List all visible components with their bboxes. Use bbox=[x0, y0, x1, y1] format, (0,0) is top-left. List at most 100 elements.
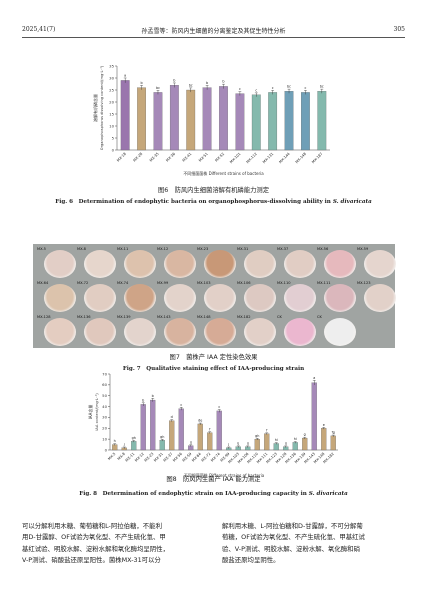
significance-letter: gh bbox=[255, 434, 259, 438]
significance-letter: bc bbox=[156, 86, 160, 90]
body-line: 基红试验、明胶水解、淀粉水解和氧化酶均呈阴性， bbox=[22, 544, 169, 553]
dish-label: MX-103 bbox=[197, 281, 211, 285]
x-tick-label: MX-72 bbox=[201, 452, 212, 463]
x-tick-label: MX-99 bbox=[220, 451, 231, 462]
petri-dish: MX-111 bbox=[315, 280, 366, 313]
dish-culture bbox=[324, 250, 356, 278]
body-line: 可以分解利用木糖、葡萄糖和L-阿拉伯糖，不能利 bbox=[22, 522, 162, 530]
petri-dish: MX-8 bbox=[75, 246, 126, 279]
dish-culture bbox=[124, 284, 156, 312]
y-tick-label: 70 bbox=[102, 371, 107, 376]
dish-culture bbox=[44, 284, 76, 312]
petri-dish: CK bbox=[315, 314, 366, 347]
body-line: 验、V-P测试、明胶水解、淀粉水解、氧化酶和硝 bbox=[222, 544, 360, 553]
dish-label: MX-64 bbox=[37, 281, 49, 285]
petri-dish: MX-5 bbox=[35, 246, 86, 279]
dish-culture bbox=[204, 318, 236, 346]
dish-culture bbox=[44, 318, 76, 346]
running-title: 孙孟雪等：防风内生细菌的分离鉴定及其促生特性分析 bbox=[141, 28, 286, 35]
y-tick-label: 5 bbox=[112, 135, 115, 140]
bar bbox=[169, 85, 179, 151]
dish-culture bbox=[244, 250, 276, 278]
y-tick-label: 25 bbox=[109, 87, 114, 92]
y-axis-title: 溶解有机磷含量 bbox=[92, 94, 98, 122]
x-tick-label: MX-35 bbox=[149, 152, 160, 163]
dish-label: MX-72 bbox=[77, 281, 89, 285]
significance-letter: f bbox=[266, 428, 268, 432]
bar bbox=[150, 399, 156, 451]
bar bbox=[317, 91, 327, 151]
significance-letter: e bbox=[323, 423, 325, 427]
figure-7-caption-cn: 图7 菌株产 IAA 定性染色效果 bbox=[169, 354, 258, 361]
petri-dish: MX-103 bbox=[195, 280, 246, 313]
y-tick-label: 0 bbox=[105, 447, 108, 452]
bar bbox=[120, 80, 130, 151]
bar bbox=[197, 423, 203, 451]
significance-letter: j bbox=[123, 442, 125, 446]
x-tick-label: MX-131 bbox=[262, 152, 274, 164]
petri-dish: MX-37 bbox=[275, 246, 326, 279]
dish-culture bbox=[84, 284, 116, 312]
y-tick-label: 50 bbox=[102, 393, 107, 398]
figure-6-caption-cn: 图6 防风内生细菌溶解有机磷能力测定 bbox=[157, 187, 270, 194]
significance-letter: ij bbox=[285, 441, 287, 445]
body-line: 酸盐还原均呈阴性。 bbox=[222, 556, 280, 565]
running-header: 2025,41(7) 孙孟雪等：防风内生细菌的分离鉴定及其促生特性分析 305 bbox=[22, 26, 405, 36]
figure-6-chart: 05101520253035aMX-18bMX-28bcMX-35bMX-36b… bbox=[92, 63, 330, 176]
y-axis-title-en: IAA content/(mg·L⁻¹) bbox=[95, 393, 99, 431]
petri-dish: MX-31 bbox=[235, 246, 286, 279]
bar bbox=[159, 440, 165, 451]
y-tick-label: 15 bbox=[109, 111, 114, 116]
x-tick-label: MX-144 bbox=[278, 151, 291, 164]
figure-6-caption-en: Fig. 6 Determination of endophytic bacte… bbox=[55, 199, 372, 205]
petri-dish: MX-72 bbox=[75, 280, 126, 313]
bar bbox=[137, 87, 146, 151]
bar bbox=[140, 404, 146, 451]
significance-letter: a bbox=[313, 376, 315, 380]
petri-dish: MX-148 bbox=[195, 314, 246, 347]
significance-letter: ij bbox=[247, 441, 249, 445]
y-axis-title: IAA含量 bbox=[87, 405, 93, 420]
dish-label: MX-148 bbox=[197, 315, 211, 319]
significance-letter: g bbox=[304, 433, 306, 437]
y-tick-label: 20 bbox=[102, 426, 107, 431]
petri-dish: MX-110 bbox=[275, 280, 326, 313]
significance-letter: ij bbox=[190, 440, 192, 444]
y-tick-label: 20 bbox=[109, 99, 114, 104]
dish-culture bbox=[84, 250, 116, 278]
bar bbox=[219, 86, 228, 151]
figure-8-caption-cn: 图8 防风内生菌产 IAA 能力测定 bbox=[166, 476, 261, 483]
x-tick-label: MX-52 bbox=[214, 152, 225, 163]
x-tick-label: MX-41 bbox=[182, 152, 193, 163]
x-tick-label: MX-37 bbox=[163, 452, 174, 463]
significance-letter: bc bbox=[287, 85, 291, 89]
dish-label: MX-123 bbox=[357, 281, 371, 285]
petri-dish: CK bbox=[275, 314, 326, 347]
body-line: 用D-甘露醇、OF试验为氧化型、不产生硫化氢、甲 bbox=[22, 533, 166, 542]
y-tick-label: 35 bbox=[109, 63, 114, 68]
significance-letter: hi bbox=[275, 438, 278, 442]
y-tick-label: 30 bbox=[102, 415, 107, 420]
dish-label: MX-143 bbox=[157, 315, 171, 319]
significance-letter: gh bbox=[132, 436, 136, 440]
dish-label: MX-56 bbox=[317, 247, 329, 251]
bar bbox=[301, 92, 310, 151]
significance-letter: ij bbox=[237, 441, 239, 445]
figure-8-chart: 0 10 20 30 40 50 60 70 h MX-5 j MX-8 gh MX-11 b MX-12 b M… bbox=[87, 371, 338, 478]
dish-culture bbox=[364, 284, 396, 312]
dish-label: MX-136 bbox=[77, 315, 91, 319]
x-tick-label: MX-74 bbox=[210, 451, 221, 462]
dish-label: MX-99 bbox=[157, 281, 169, 285]
body-text-left-column: 可以分解利用木糖、葡萄糖和L-阿拉伯糖，不能利 用D-甘露醇、OF试验为氧化型、… bbox=[22, 521, 206, 567]
bar bbox=[202, 87, 212, 151]
y-tick-label: 30 bbox=[109, 75, 114, 80]
bar bbox=[207, 432, 213, 451]
dish-culture bbox=[44, 250, 76, 278]
dish-culture bbox=[124, 250, 156, 278]
bar bbox=[292, 442, 298, 451]
figure-8-caption-en: Fig. 8 Determination of endophytic strai… bbox=[79, 491, 348, 497]
body-text-right-column: 解利用木糖、L-阿拉伯糖和D-甘露醇，不可分解葡 萄糖，OF试验为氧化型、不产生… bbox=[222, 521, 406, 567]
x-tick-label: MX-12 bbox=[134, 452, 145, 463]
petri-dish: MX-136 bbox=[75, 314, 126, 347]
dish-label: MX-12 bbox=[157, 247, 169, 251]
